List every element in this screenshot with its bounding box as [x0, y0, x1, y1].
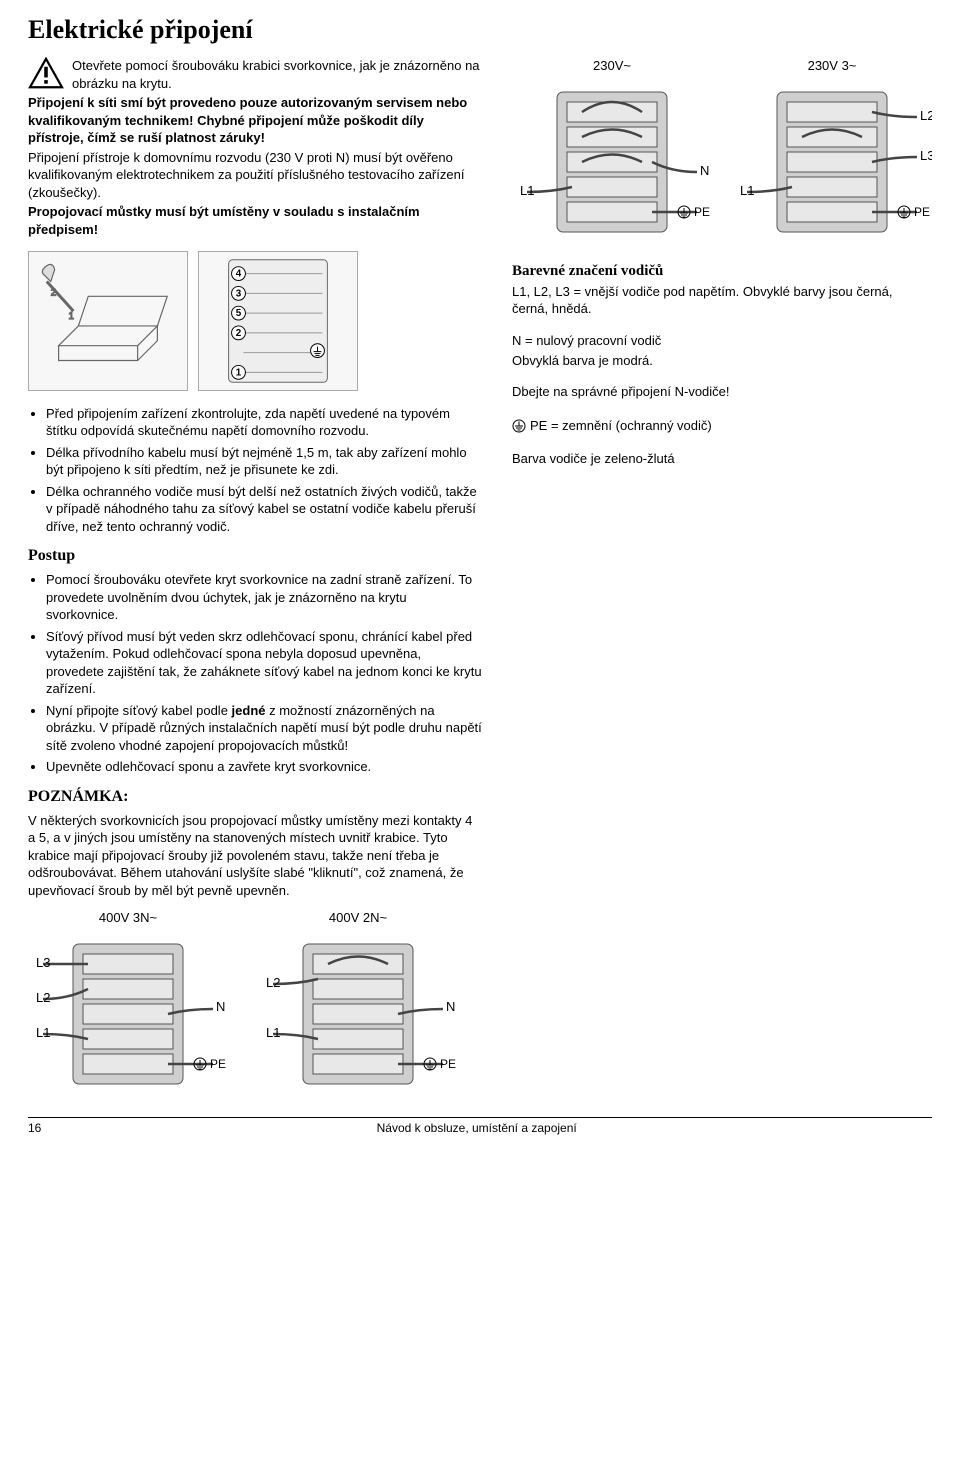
page-title: Elektrické připojení — [28, 12, 932, 47]
footer-page-number: 16 — [28, 1120, 41, 1136]
svg-text:1: 1 — [69, 311, 74, 322]
label-n: N — [446, 999, 455, 1014]
list-item-text: Nyní připojte síťový kabel podle jedné z… — [46, 703, 482, 753]
wiring-diagram-400-3n: L3 L2 L1 N PE — [28, 929, 228, 1099]
svg-text:5: 5 — [236, 308, 242, 319]
wiring-diagram-230v3: L1 L2 L3 PE — [732, 77, 932, 247]
svg-text:4: 4 — [236, 268, 242, 279]
svg-text:1: 1 — [236, 367, 242, 378]
wiring-label-230v3: 230V 3~ — [808, 57, 857, 75]
checklist-2: Pomocí šroubováku otevřete kryt svorkovn… — [28, 571, 482, 776]
left-column: Otevřete pomocí šroubováku krabici svork… — [28, 57, 482, 1099]
list-item: Pomocí šroubováku otevřete kryt svorkovn… — [46, 571, 482, 624]
list-item: Nyní připojte síťový kabel podle jedné z… — [46, 702, 482, 755]
footer-text: Návod k obsluze, umístění a zapojení — [377, 1120, 577, 1136]
intro-text-3: Připojení přístroje k domovnímu rozvodu … — [28, 149, 482, 202]
page-footer: 16 Návod k obsluze, umístění a zapojení — [28, 1117, 932, 1136]
label-l2: L2 — [36, 990, 50, 1005]
label-l2: L2 — [920, 108, 932, 123]
colors-l123: L1, L2, L3 = vnější vodiče pod napětím. … — [512, 283, 932, 318]
diagram-terminal-numbered: 4 3 5 2 1 — [198, 251, 358, 391]
wiring-label-400-2n: 400V 2N~ — [329, 909, 387, 927]
colors-n1: N = nulový pracovní vodič — [512, 332, 932, 350]
label-l3: L3 — [36, 955, 50, 970]
svg-text:2: 2 — [236, 327, 242, 338]
right-column: 230V~ — [512, 57, 932, 1099]
label-pe: PE — [694, 205, 710, 219]
colors-pe-color: Barva vodiče je zeleno-žlutá — [512, 450, 932, 468]
list-item: Síťový přívod musí být veden skrz odlehč… — [46, 628, 482, 698]
wiring-label-400-3n: 400V 3N~ — [99, 909, 157, 927]
list-item: Upevněte odlehčovací sponu a zavřete kry… — [46, 758, 482, 776]
diagram-row-top: 2 1 — [28, 251, 482, 391]
wiring-diagram-230v: L1 N PE — [512, 77, 712, 247]
svg-text:3: 3 — [236, 288, 242, 299]
intro-text-4: Propojovací můstky musí být umístěny v s… — [28, 203, 482, 238]
note-text: V některých svorkovnicích jsou propojova… — [28, 812, 482, 900]
label-l1: L1 — [520, 183, 534, 198]
colors-pe-row: PE = zemnění (ochranný vodič) — [512, 417, 712, 435]
label-n: N — [216, 999, 225, 1014]
label-l3: L3 — [920, 148, 932, 163]
earth-icon — [512, 417, 526, 435]
wiring-label-230v: 230V~ — [593, 57, 631, 75]
list-item: Délka ochranného vodiče musí být delší n… — [46, 483, 482, 536]
colors-heading: Barevné značení vodičů — [512, 261, 932, 281]
label-l2: L2 — [266, 975, 280, 990]
colors-pe: PE = zemnění (ochranný vodič) — [530, 417, 712, 435]
warning-icon — [28, 57, 64, 94]
label-pe: PE — [440, 1057, 456, 1071]
list-item: Délka přívodního kabelu musí být nejméně… — [46, 444, 482, 479]
intro-text-1: Otevřete pomocí šroubováku krabici svork… — [72, 57, 482, 92]
list-item: Před připojením zařízení zkontrolujte, z… — [46, 405, 482, 440]
svg-text:2: 2 — [51, 287, 56, 298]
wiring-400v-pair: 400V 3N~ — [28, 909, 482, 1099]
diagram-screwdriver: 2 1 — [28, 251, 188, 391]
label-l1: L1 — [36, 1025, 50, 1040]
colors-warn: Dbejte na správné připojení N-vodiče! — [512, 383, 932, 401]
note-heading: POZNÁMKA: — [28, 786, 482, 808]
label-n: N — [700, 163, 709, 178]
procedure-heading: Postup — [28, 545, 482, 567]
intro-text-2: Připojení k síti smí být provedeno pouze… — [28, 94, 482, 147]
label-pe: PE — [210, 1057, 226, 1071]
label-l1: L1 — [266, 1025, 280, 1040]
colors-n2: Obvyklá barva je modrá. — [512, 352, 932, 370]
label-pe: PE — [914, 205, 930, 219]
label-l1: L1 — [740, 183, 754, 198]
checklist-1: Před připojením zařízení zkontrolujte, z… — [28, 405, 482, 536]
wiring-diagram-400-2n: L2 L1 N PE — [258, 929, 458, 1099]
